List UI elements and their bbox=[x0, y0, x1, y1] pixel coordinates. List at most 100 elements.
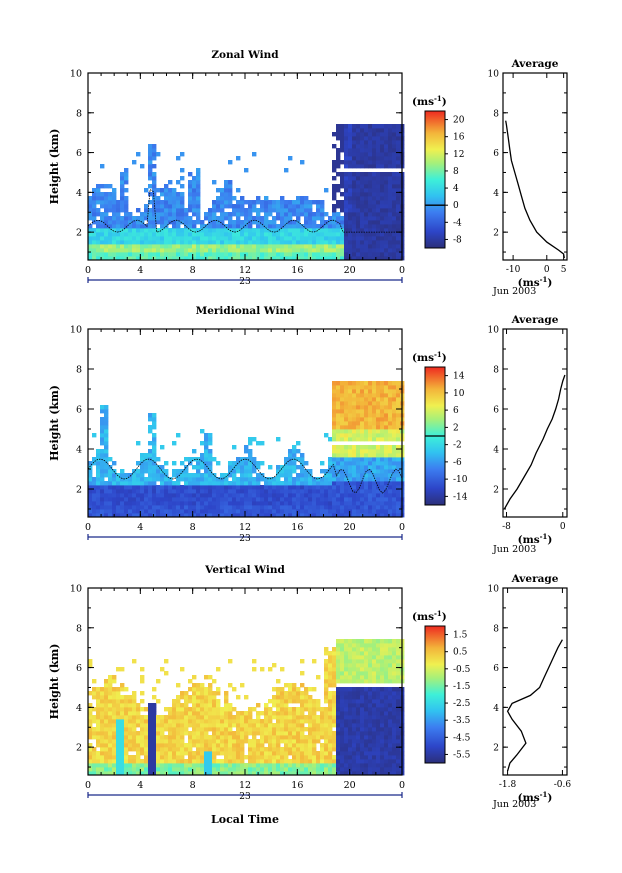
heatmap-cell bbox=[148, 200, 153, 205]
heatmap-cell bbox=[100, 429, 105, 434]
heatmap-cell bbox=[192, 200, 197, 205]
heatmap-cell bbox=[320, 220, 325, 225]
heatmap-cell bbox=[276, 216, 281, 221]
heatmap-cell bbox=[260, 739, 265, 744]
heatmap-cell bbox=[208, 461, 213, 466]
heatmap-cell bbox=[208, 465, 213, 470]
heatmap-cell bbox=[256, 461, 261, 466]
heatmap-cell bbox=[120, 172, 125, 177]
heatmap-cell bbox=[360, 647, 365, 652]
y-tick-label: 6 bbox=[76, 148, 82, 159]
heatmap-cell bbox=[364, 509, 369, 514]
heatmap-cell bbox=[208, 220, 213, 225]
heatmap-cell bbox=[232, 497, 237, 502]
heatmap-cell bbox=[380, 405, 385, 410]
heatmap-cell bbox=[128, 509, 133, 514]
heatmap-cell bbox=[372, 743, 377, 748]
heatmap-cell bbox=[244, 473, 249, 478]
heatmap-cell bbox=[276, 473, 281, 478]
heatmap-cell bbox=[208, 687, 213, 692]
heatmap-cell bbox=[384, 429, 389, 434]
heatmap-cell bbox=[352, 216, 357, 221]
heatmap-cell bbox=[116, 473, 121, 478]
heatmap-cell bbox=[392, 244, 397, 249]
heatmap-cell bbox=[396, 244, 401, 249]
heatmap-cell bbox=[300, 735, 305, 740]
heatmap-cell bbox=[176, 212, 181, 217]
heatmap-cell bbox=[372, 703, 377, 708]
heatmap-cell bbox=[184, 763, 189, 768]
heatmap-cell bbox=[92, 497, 97, 502]
heatmap-cell bbox=[164, 509, 169, 514]
heatmap-cell bbox=[392, 465, 397, 470]
heatmap-cell bbox=[388, 401, 393, 406]
heatmap-cell bbox=[300, 236, 305, 241]
heatmap-cell bbox=[388, 493, 393, 498]
heatmap-cell bbox=[244, 509, 249, 514]
heatmap-cell bbox=[148, 176, 153, 181]
heatmap-cell bbox=[112, 477, 117, 482]
heatmap-cell bbox=[204, 727, 209, 732]
heatmap-cell bbox=[320, 216, 325, 221]
heatmap-cell bbox=[284, 731, 289, 736]
heatmap-cell bbox=[220, 493, 225, 498]
heatmap-cell bbox=[220, 224, 225, 229]
heatmap-cell bbox=[392, 188, 397, 193]
heatmap-cell bbox=[232, 763, 237, 768]
heatmap-cell bbox=[340, 663, 345, 668]
heatmap-cell bbox=[160, 505, 165, 510]
heatmap-cell bbox=[360, 156, 365, 161]
heatmap-cell bbox=[384, 136, 389, 141]
heatmap-cell bbox=[352, 244, 357, 249]
heatmap-cell bbox=[340, 148, 345, 153]
heatmap-cell bbox=[120, 739, 125, 744]
heatmap-cell bbox=[352, 647, 357, 652]
heatmap-cell bbox=[128, 505, 133, 510]
heatmap-cell bbox=[280, 216, 285, 221]
heatmap-cell bbox=[180, 513, 185, 518]
heatmap-cell bbox=[364, 212, 369, 217]
heatmap-cell bbox=[92, 691, 97, 696]
heatmap-cell bbox=[368, 759, 373, 764]
heatmap-cell bbox=[152, 747, 157, 752]
heatmap-cell bbox=[348, 715, 353, 720]
heatmap-cell bbox=[180, 759, 185, 764]
heatmap-cell bbox=[340, 208, 345, 213]
heatmap-cell bbox=[332, 497, 337, 502]
heatmap-cell bbox=[384, 413, 389, 418]
heatmap-cell bbox=[192, 248, 197, 253]
heatmap-cell bbox=[172, 236, 177, 241]
heatmap-cell bbox=[332, 659, 337, 664]
heatmap-cell bbox=[264, 228, 269, 233]
heatmap-cell bbox=[380, 124, 385, 129]
heatmap-cell bbox=[180, 469, 185, 474]
heatmap-cell bbox=[360, 763, 365, 768]
heatmap-cell bbox=[368, 208, 373, 213]
heatmap-cell bbox=[236, 252, 241, 257]
heatmap-cell bbox=[104, 743, 109, 748]
heatmap-cell bbox=[148, 457, 153, 462]
heatmap-cell bbox=[148, 216, 153, 221]
heatmap-cell bbox=[360, 160, 365, 165]
heatmap-cell bbox=[220, 489, 225, 494]
heatmap-cell bbox=[268, 220, 273, 225]
heatmap-cell bbox=[120, 735, 125, 740]
heatmap-cell bbox=[348, 413, 353, 418]
heatmap-cell bbox=[376, 236, 381, 241]
heatmap-cell bbox=[92, 735, 97, 740]
heatmap-cell bbox=[360, 429, 365, 434]
heatmap-cell bbox=[160, 252, 165, 257]
heatmap-cell bbox=[352, 501, 357, 506]
y-tick-label: 2 bbox=[76, 228, 82, 239]
heatmap-cell bbox=[108, 683, 113, 688]
heatmap-cell bbox=[380, 252, 385, 257]
heatmap-cell bbox=[252, 727, 257, 732]
heatmap-cell bbox=[376, 707, 381, 712]
heatmap-cell bbox=[392, 248, 397, 253]
heatmap-cell bbox=[356, 461, 361, 466]
heatmap-cell bbox=[172, 461, 177, 466]
heatmap-cell bbox=[240, 228, 245, 233]
heatmap-cell bbox=[396, 413, 401, 418]
heatmap-cell bbox=[372, 473, 377, 478]
heatmap-cell bbox=[200, 485, 205, 490]
